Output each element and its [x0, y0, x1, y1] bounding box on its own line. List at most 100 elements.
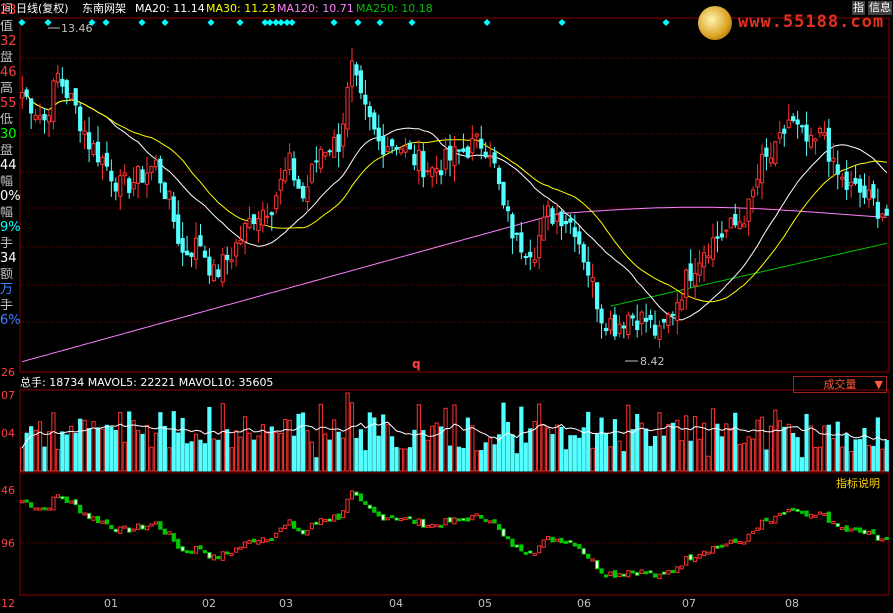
volume-bar: [100, 428, 105, 472]
volume-bar: [171, 411, 176, 472]
indicator-bar: [826, 511, 831, 523]
candle-body: [51, 80, 56, 122]
volume-bar: [474, 450, 479, 472]
candle-body: [443, 148, 448, 170]
signal-marker: [44, 18, 52, 27]
info-button[interactable]: 信息: [868, 1, 892, 15]
volume-bar: [840, 446, 845, 472]
indicator-bar: [675, 566, 680, 573]
candle-body: [581, 244, 586, 263]
indicator-bar: [670, 570, 675, 574]
candle-body: [381, 136, 386, 155]
indicator-panel-border: [19, 472, 890, 596]
indicator-bar: [563, 540, 569, 544]
candle-body: [247, 217, 252, 229]
indicator-button[interactable]: 指: [852, 1, 865, 15]
indicator-bar: [398, 518, 404, 522]
indicator-bar: [496, 524, 502, 530]
indicator-bar: [421, 518, 426, 528]
candle-body: [572, 227, 577, 237]
volume-bar: [679, 440, 684, 472]
volume-bar: [537, 403, 542, 472]
indicator-bar: [69, 500, 74, 504]
candle-body: [180, 238, 185, 253]
indicator-bar: [777, 512, 782, 516]
signal-marker: [272, 18, 280, 27]
volume-bar: [412, 429, 417, 472]
top-left-icon[interactable]: 间: [2, 2, 13, 15]
signal-marker: [266, 18, 274, 27]
indicator-bar: [185, 550, 190, 554]
volume-bar: [140, 433, 145, 472]
candle-body: [283, 169, 288, 182]
indicator-bar: [510, 538, 515, 547]
volume-bar: [349, 402, 355, 472]
indicator-bar: [340, 510, 346, 519]
indicator-bar: [180, 546, 185, 552]
signal-marker: [330, 18, 338, 27]
volume-bar: [260, 424, 265, 472]
candle-body: [158, 158, 163, 184]
signal-marker: [376, 18, 384, 27]
month-label: 08: [785, 597, 799, 610]
indicator-bar: [354, 491, 359, 496]
candle-body: [523, 256, 528, 259]
indicator-bar: [501, 528, 506, 537]
indicator-bar: [652, 573, 658, 578]
candle-body: [862, 185, 867, 198]
volume-bar: [465, 417, 470, 472]
indicator-bar: [759, 519, 765, 530]
indicator-bar: [880, 538, 885, 542]
candle-body: [220, 254, 225, 283]
indicator-explain-button[interactable]: 指标说明: [836, 477, 880, 490]
volume-bar: [64, 434, 69, 472]
indicator-bar: [648, 570, 653, 574]
indicator-bar: [430, 523, 435, 528]
volume-bar: [701, 422, 707, 472]
volume-bar: [563, 449, 569, 472]
indicator-bar: [24, 499, 29, 503]
indicator-bar: [118, 526, 123, 534]
volume-bar: [69, 425, 74, 472]
indicator-bar: [153, 521, 159, 525]
volume-bar: [849, 451, 854, 472]
indicator-bar: [363, 501, 368, 505]
volume-bar: [541, 424, 546, 472]
candle-body: [82, 130, 87, 135]
candle-body: [113, 182, 118, 192]
indicator-bar: [813, 514, 818, 518]
indicator-bar: [875, 534, 880, 541]
indicator-bar: [416, 518, 421, 526]
candle-body: [728, 217, 733, 229]
volume-bar: [719, 436, 724, 472]
candle-body: [505, 206, 511, 212]
volume-bar: [381, 414, 386, 472]
indicator-bar: [528, 550, 533, 554]
candle-body: [719, 233, 724, 238]
indicator-bar: [412, 519, 417, 524]
indicator-bar: [519, 544, 524, 552]
candle-body: [64, 80, 69, 99]
watermark-url: www.55188.com: [738, 12, 885, 32]
volume-bar: [73, 433, 78, 472]
indicator-bar: [884, 536, 889, 540]
candle-body: [354, 64, 359, 76]
indicator-bar: [817, 511, 823, 515]
volume-bar: [109, 426, 114, 472]
volume-bar: [443, 407, 448, 472]
candle-body: [189, 252, 194, 257]
candle-body: [465, 146, 470, 158]
volume-bar: [358, 429, 364, 472]
signal-marker: [288, 18, 296, 27]
indicator-bar: [857, 527, 863, 533]
turnover-selector[interactable]: 成交量 ▼: [793, 376, 887, 393]
volume-summary: 总手: 18734 MAVOL5: 22221 MAVOL10: 35605: [20, 376, 274, 389]
signal-marker: [408, 18, 416, 27]
candle-body: [626, 314, 631, 335]
candle-body: [537, 235, 542, 259]
candle-body: [430, 167, 435, 178]
candle-body: [269, 212, 274, 216]
candle-body: [24, 89, 29, 97]
candle-body: [701, 252, 707, 268]
